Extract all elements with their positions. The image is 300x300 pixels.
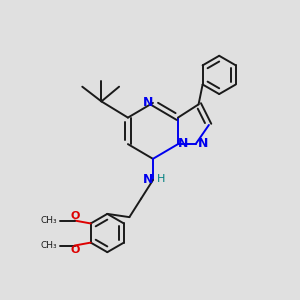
- Text: N: N: [142, 95, 153, 109]
- Text: N: N: [178, 137, 188, 150]
- Text: CH₃: CH₃: [40, 216, 57, 225]
- Text: CH₃: CH₃: [40, 241, 57, 250]
- Text: O: O: [70, 245, 80, 255]
- Text: H: H: [157, 174, 165, 184]
- Text: N: N: [142, 172, 153, 186]
- Text: N: N: [198, 137, 208, 150]
- Text: O: O: [70, 211, 80, 221]
